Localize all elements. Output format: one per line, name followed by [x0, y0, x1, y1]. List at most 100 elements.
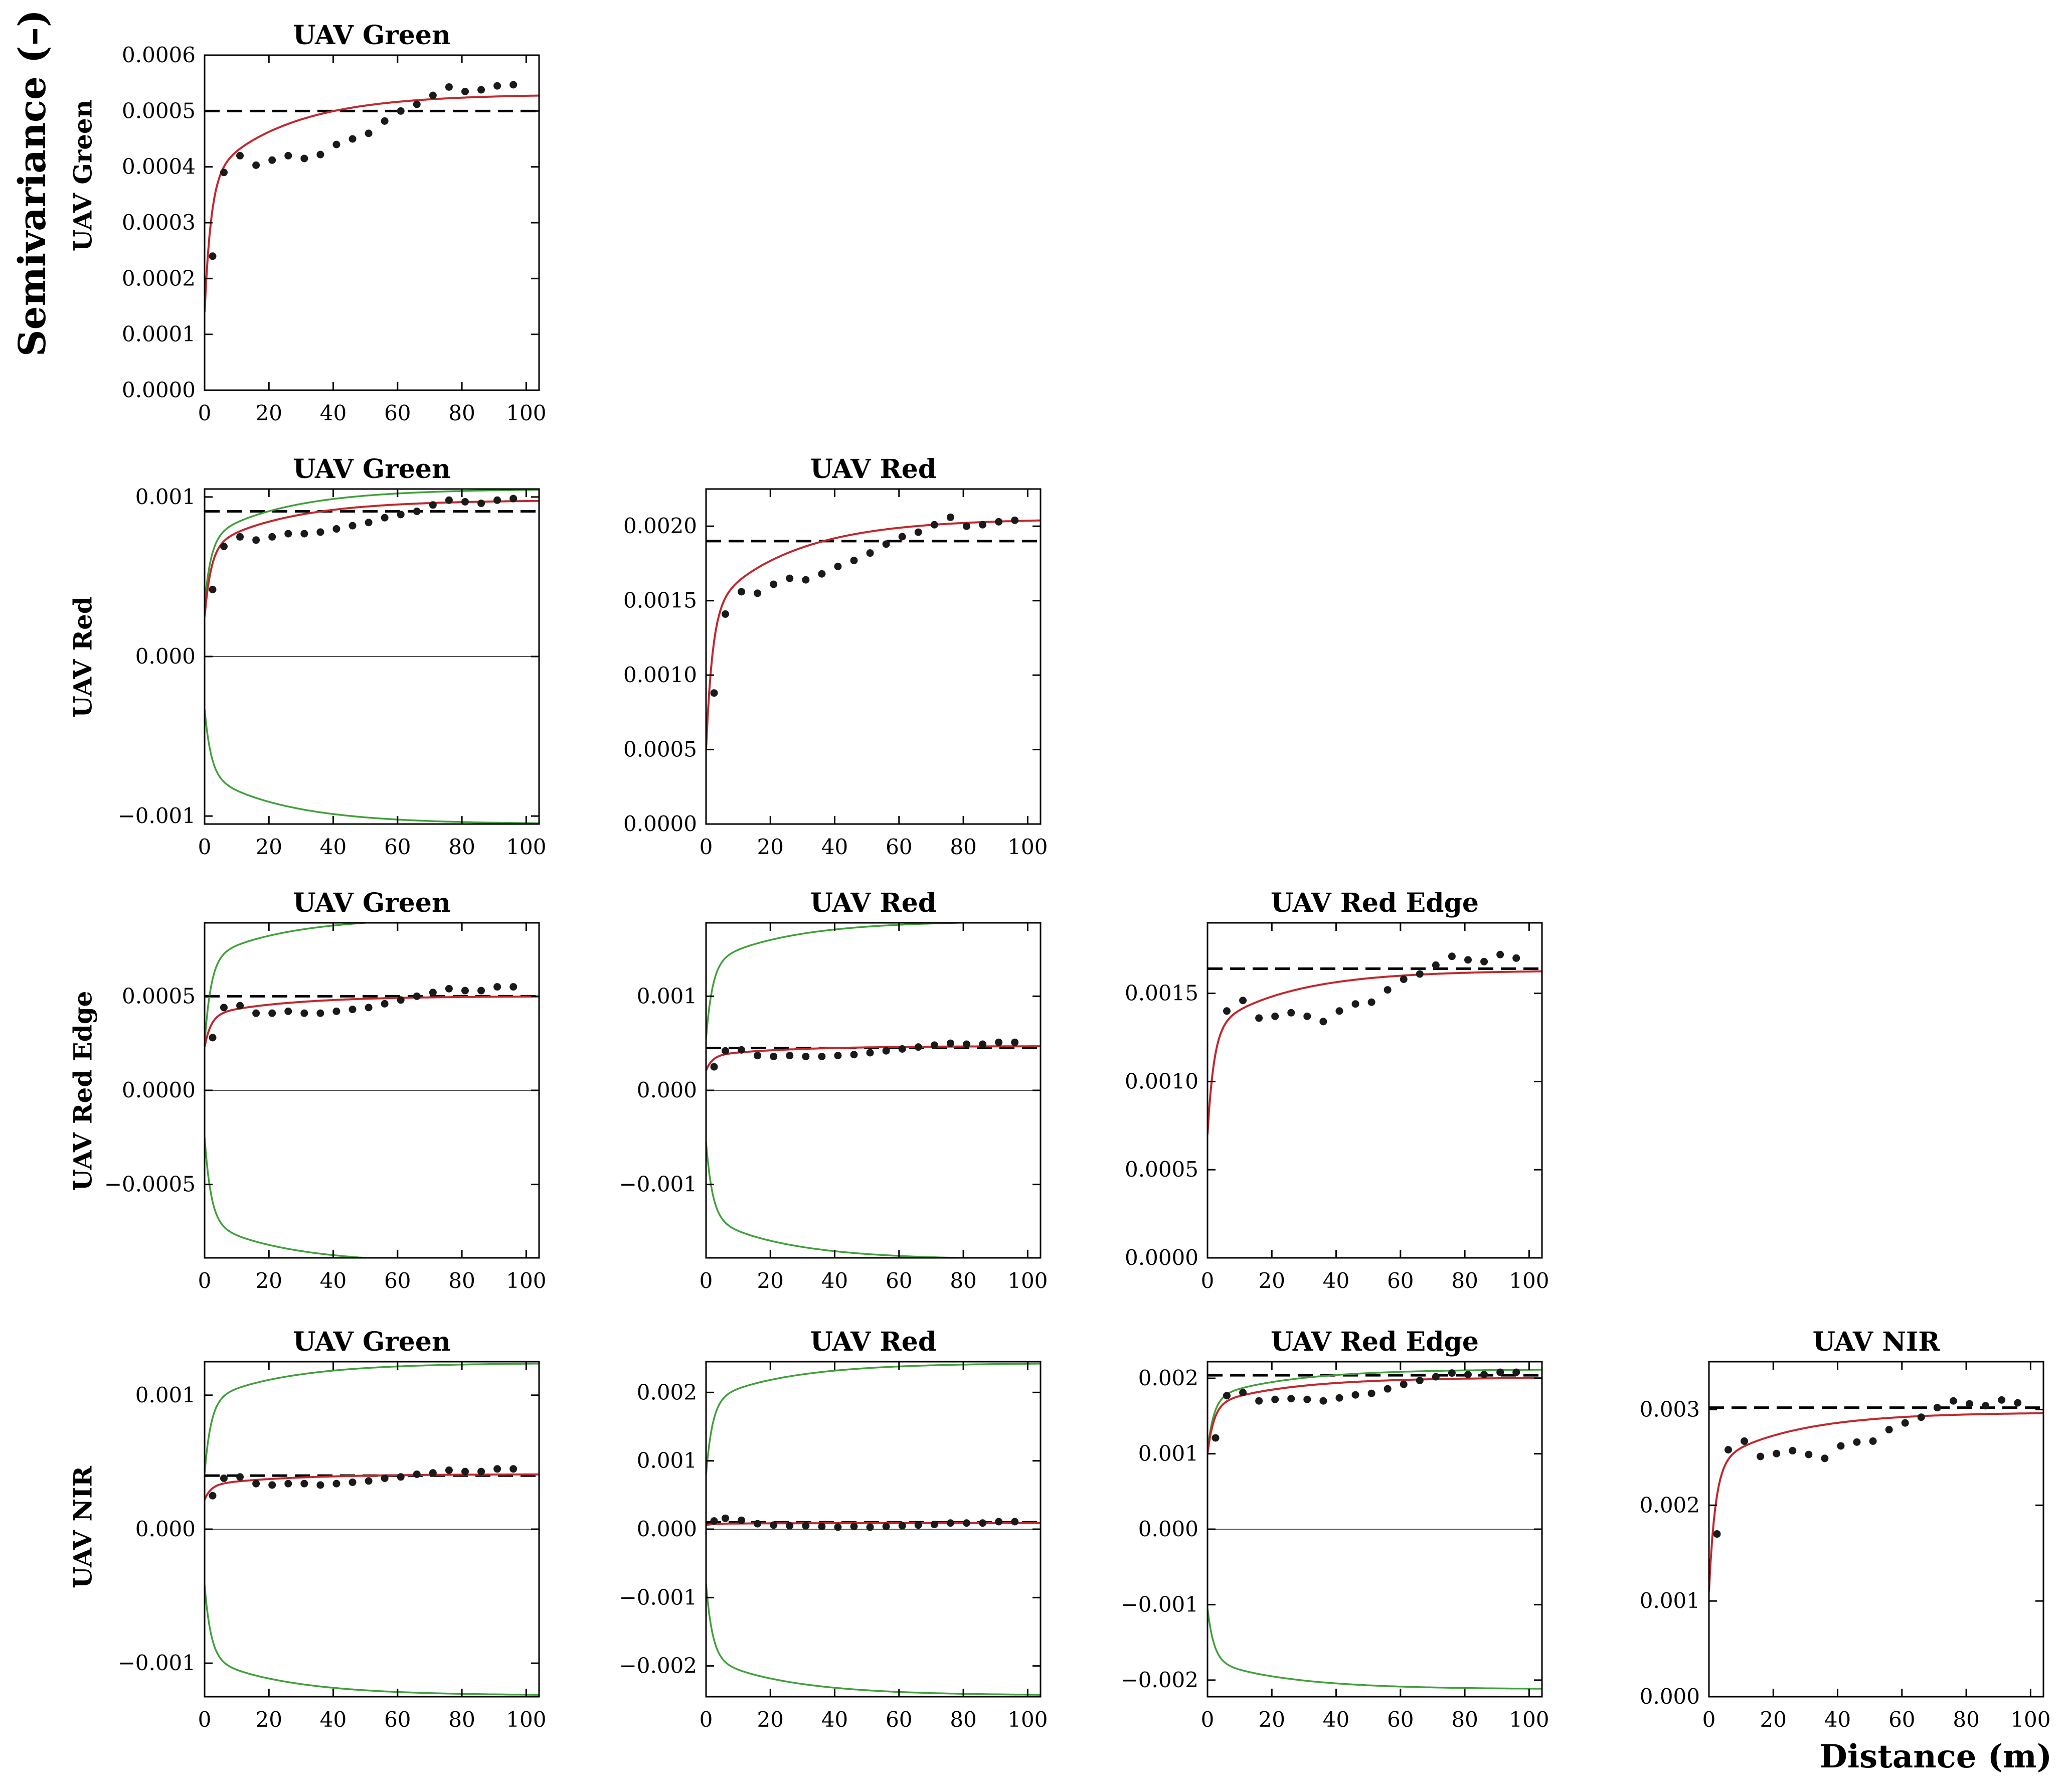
- x-tick-label: 0: [198, 1268, 212, 1293]
- data-point: [252, 1480, 260, 1488]
- data-point: [1416, 970, 1424, 978]
- panel-uav-red-vs-uav-red: 0 20 40 60 80 100 0.0000 0.0005 0.0010 0.0015 0.00…: [623, 454, 1048, 859]
- data-point: [236, 151, 244, 159]
- y-tick-label: 0.002: [1640, 1493, 1700, 1517]
- y-tick-label: −0.002: [1121, 1668, 1198, 1692]
- data-point: [332, 1480, 340, 1488]
- x-tick-label: 20: [757, 835, 784, 859]
- data-point: [365, 129, 373, 137]
- data-point: [413, 100, 421, 108]
- data-point: [236, 533, 244, 541]
- data-point: [509, 983, 518, 991]
- data-point: [818, 570, 826, 578]
- data-point: [349, 135, 357, 143]
- y-tick-label: −0.001: [619, 1585, 697, 1609]
- x-tick-label: 0: [198, 401, 212, 425]
- data-point: [316, 528, 324, 536]
- data-point: [220, 1474, 228, 1482]
- x-tick-label: 100: [2010, 1707, 2050, 1732]
- data-point: [802, 576, 810, 584]
- data-point: [1255, 1397, 1263, 1405]
- data-point: [1400, 975, 1408, 984]
- data-point: [710, 689, 718, 697]
- panel-uav-nir-vs-uav-nir: 0 20 40 60 80 100 0.000 0.001 0.002 0.003 UAV NIR: [1640, 1327, 2051, 1732]
- x-tick-label: 40: [1323, 1268, 1349, 1293]
- data-point: [1480, 1371, 1488, 1379]
- y-tick-label: −0.002: [619, 1654, 697, 1678]
- x-tick-label: 80: [950, 835, 976, 859]
- plot-area: [706, 1363, 1041, 1696]
- data-point: [1885, 1426, 1893, 1434]
- x-tick-label: 20: [757, 1707, 784, 1732]
- data-point: [770, 580, 778, 588]
- x-tick-label: 60: [886, 835, 912, 859]
- y-tick-label: 0.0003: [122, 210, 196, 235]
- data-point: [349, 1478, 357, 1486]
- data-point: [220, 543, 228, 551]
- plot-area: [1208, 950, 1542, 1135]
- y-tick-label: 0.001: [1138, 1441, 1198, 1466]
- data-point: [786, 1052, 794, 1060]
- y-tick-label: 0.0015: [623, 588, 697, 613]
- x-tick-label: 80: [448, 1707, 475, 1732]
- x-tick-label: 80: [448, 1268, 475, 1293]
- y-tick-label: 0.000: [1138, 1517, 1198, 1541]
- data-point: [1384, 986, 1392, 994]
- x-tick-label: 100: [506, 1268, 546, 1293]
- data-point: [284, 1480, 292, 1488]
- panel-title: UAV Green: [293, 1327, 451, 1357]
- data-point: [332, 525, 340, 533]
- data-point: [710, 1517, 718, 1525]
- data-point: [1384, 1385, 1392, 1393]
- x-tick-label: 60: [384, 1707, 411, 1732]
- x-tick-label: 20: [757, 1268, 784, 1293]
- y-tick-label: 0.002: [637, 1380, 697, 1404]
- data-point: [1287, 1009, 1295, 1017]
- x-tick-label: 0: [700, 835, 713, 859]
- data-point: [882, 540, 890, 548]
- data-point: [413, 1470, 421, 1478]
- row-label-uav-nir: UAV NIR: [68, 1465, 98, 1589]
- data-point: [365, 1477, 373, 1485]
- data-point: [300, 1480, 308, 1488]
- envelope-upper-line: [205, 489, 539, 604]
- data-point: [349, 522, 357, 530]
- data-point: [349, 1006, 357, 1014]
- data-point: [397, 1473, 405, 1481]
- data-point: [1821, 1454, 1829, 1462]
- data-point: [209, 252, 217, 260]
- y-tick-label: 0.000: [135, 1517, 196, 1541]
- y-tick-label: −0.0005: [104, 1172, 196, 1197]
- x-tick-label: 40: [1824, 1707, 1851, 1732]
- data-point: [332, 1007, 340, 1015]
- x-tick-label: 100: [1007, 835, 1048, 859]
- data-point: [786, 574, 794, 582]
- data-point: [1448, 1369, 1456, 1377]
- data-point: [882, 1047, 890, 1055]
- data-point: [429, 989, 437, 997]
- data-point: [1367, 1389, 1375, 1397]
- data-point: [1773, 1449, 1781, 1457]
- row-label-uav-green: UAV Green: [68, 99, 98, 252]
- x-tick-label: 40: [821, 835, 848, 859]
- data-point: [209, 1034, 217, 1042]
- envelope-lower-line: [1208, 1608, 1542, 1690]
- data-point: [946, 1039, 954, 1047]
- data-point: [818, 1052, 826, 1060]
- data-point: [1367, 998, 1375, 1006]
- panel-uav-red-edge-vs-uav-red-edge: 0 20 40 60 80 100 0.0000 0.0005 0.0010 0.0015 UAV …: [1125, 888, 1549, 1293]
- x-tick-label: 0: [1201, 1707, 1215, 1732]
- panel-uav-green-vs-uav-green: 0 20 40 60 80 100 0.0000 0.0001 0.0002 0.0003 0.00…: [122, 20, 546, 425]
- data-point: [850, 1523, 858, 1531]
- x-tick-label: 60: [384, 1268, 411, 1293]
- y-tick-label: 0.0005: [122, 984, 196, 1008]
- data-point: [236, 1002, 244, 1010]
- data-point: [1303, 1395, 1311, 1403]
- panel-uav-red-vs-uav-green: 0 20 40 60 80 100 −0.001 0.000 0.001 UAV Green: [118, 454, 547, 859]
- x-tick-label: 100: [506, 401, 546, 425]
- data-point: [738, 588, 746, 596]
- x-tick-label: 100: [1007, 1268, 1048, 1293]
- data-point: [365, 1004, 373, 1012]
- data-point: [1335, 1394, 1343, 1402]
- data-point: [850, 1051, 858, 1059]
